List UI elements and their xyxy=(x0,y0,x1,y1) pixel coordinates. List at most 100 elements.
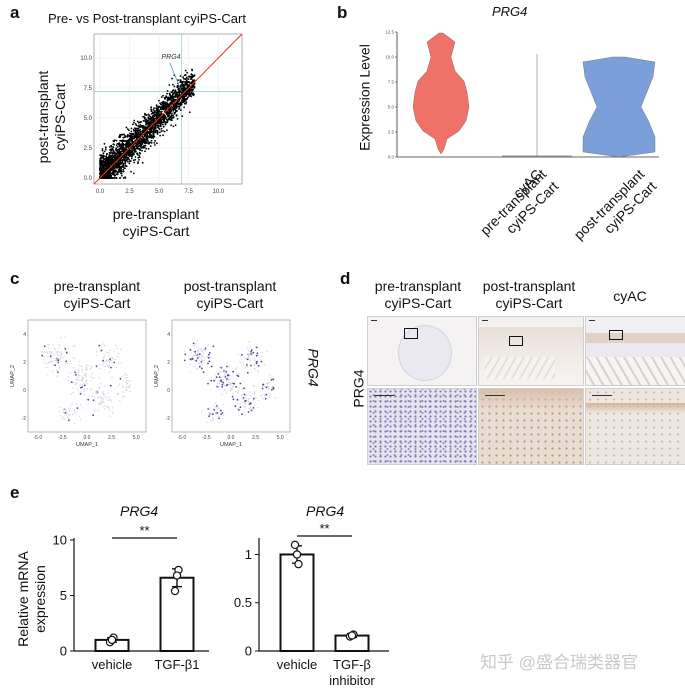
scatter-point xyxy=(184,81,186,83)
scatter-point xyxy=(115,152,118,155)
scatter-point xyxy=(147,148,150,150)
umap-point-low xyxy=(43,361,45,364)
umap-point-low xyxy=(195,343,197,345)
scatter-point xyxy=(114,174,117,177)
umap-point-low xyxy=(253,393,255,395)
scatter-point xyxy=(188,95,191,97)
scatter-point xyxy=(176,118,179,120)
umap-point-low xyxy=(196,367,198,370)
scatter-point xyxy=(146,134,149,137)
umap-point-low xyxy=(112,407,114,409)
umap-point-high xyxy=(201,367,203,370)
scatter-point xyxy=(102,166,105,168)
umap-point-low xyxy=(68,380,70,382)
scatter-point xyxy=(159,131,161,134)
umap-point-low xyxy=(261,395,263,397)
umap-point-low xyxy=(209,411,211,414)
scatter-point xyxy=(144,144,147,147)
umap-point-low xyxy=(101,399,103,402)
umap-point-low xyxy=(117,355,119,358)
scatter-point xyxy=(123,147,126,150)
umap-point-low xyxy=(225,379,228,382)
umap-point-high xyxy=(265,386,268,389)
scatter-point xyxy=(125,126,128,129)
data-point xyxy=(107,635,117,645)
umap-point-low xyxy=(108,365,111,367)
umap-point-high xyxy=(257,364,260,367)
umap-point-high xyxy=(67,419,70,422)
umap-point-low xyxy=(95,351,98,353)
umap-point-low xyxy=(52,364,55,366)
scatter-point xyxy=(117,148,120,151)
umap-point-low xyxy=(89,375,92,377)
scatter-point xyxy=(132,123,134,126)
scatter-point xyxy=(162,123,164,126)
scatter-point xyxy=(111,177,114,179)
umap-point-low xyxy=(59,357,62,359)
scatter-point xyxy=(126,135,129,137)
scatter-point xyxy=(125,140,127,142)
umap-point-low xyxy=(104,365,106,367)
umap-point-low xyxy=(66,350,68,353)
scatter-point xyxy=(175,114,178,117)
scatter-point xyxy=(181,115,184,117)
scatter-point xyxy=(158,99,160,102)
umap-point-high xyxy=(250,353,252,355)
scatter-point xyxy=(149,115,152,118)
umap-point-low xyxy=(244,406,246,408)
x-axis-label: UMAP_1 xyxy=(76,442,98,448)
scatter-point xyxy=(171,112,173,115)
umap-point-low xyxy=(239,355,241,357)
umap-point-low xyxy=(43,359,45,361)
scatter-point xyxy=(114,169,117,172)
scatter-point xyxy=(116,155,119,158)
umap-point-low xyxy=(246,366,248,368)
scatter-point xyxy=(185,94,188,96)
umap-point-high xyxy=(219,409,222,412)
umap-point-high xyxy=(189,348,192,351)
x-tick-label: TGF-β1 xyxy=(154,657,199,672)
umap-point-low xyxy=(249,359,251,361)
scatter-point xyxy=(118,160,121,163)
umap-point-low xyxy=(225,392,228,394)
umap-point-low xyxy=(204,349,207,352)
plot-area xyxy=(27,319,147,433)
scatter-point xyxy=(99,166,102,169)
scatter-point xyxy=(169,101,172,104)
umap-point-low xyxy=(224,377,227,379)
scatter-point xyxy=(170,117,173,120)
umap-point-low xyxy=(125,377,127,379)
scatter-point xyxy=(157,107,159,110)
scatter-point xyxy=(115,147,118,149)
umap-point-low xyxy=(250,394,252,397)
scatter-point xyxy=(99,168,101,171)
umap-point-low xyxy=(198,356,200,358)
umap-point-high xyxy=(109,384,112,387)
umap-point-low xyxy=(211,418,214,420)
scatter-point xyxy=(171,92,174,94)
scatter-point xyxy=(153,113,156,116)
umap-point-low xyxy=(125,389,128,392)
scatter-point xyxy=(127,160,129,163)
umap-point-high xyxy=(215,376,218,379)
scatter-point xyxy=(149,129,151,131)
scatter-point xyxy=(127,146,129,148)
umap-point-low xyxy=(112,358,114,360)
panel-b-xlabel-post: post-transplant cyiPS-Cart xyxy=(526,166,660,243)
umap-point-low xyxy=(101,364,104,366)
umap-point-low xyxy=(66,409,68,412)
y-tick-label: 2.5 xyxy=(84,146,93,152)
umap-point-low xyxy=(215,406,217,408)
umap-point-low xyxy=(254,359,256,361)
scatter-point xyxy=(128,132,131,135)
umap-point-low xyxy=(228,366,230,368)
scatter-point xyxy=(171,94,174,97)
scatter-point xyxy=(100,156,102,159)
scatter-point xyxy=(181,101,184,104)
scatter-point xyxy=(186,85,189,88)
umap-point-low xyxy=(51,351,54,353)
x-tick-label: 5.0 xyxy=(155,189,164,195)
umap-point-low xyxy=(199,349,201,351)
umap-point-low xyxy=(126,374,128,376)
panel-b-ylabel: Expression Level xyxy=(356,44,373,151)
